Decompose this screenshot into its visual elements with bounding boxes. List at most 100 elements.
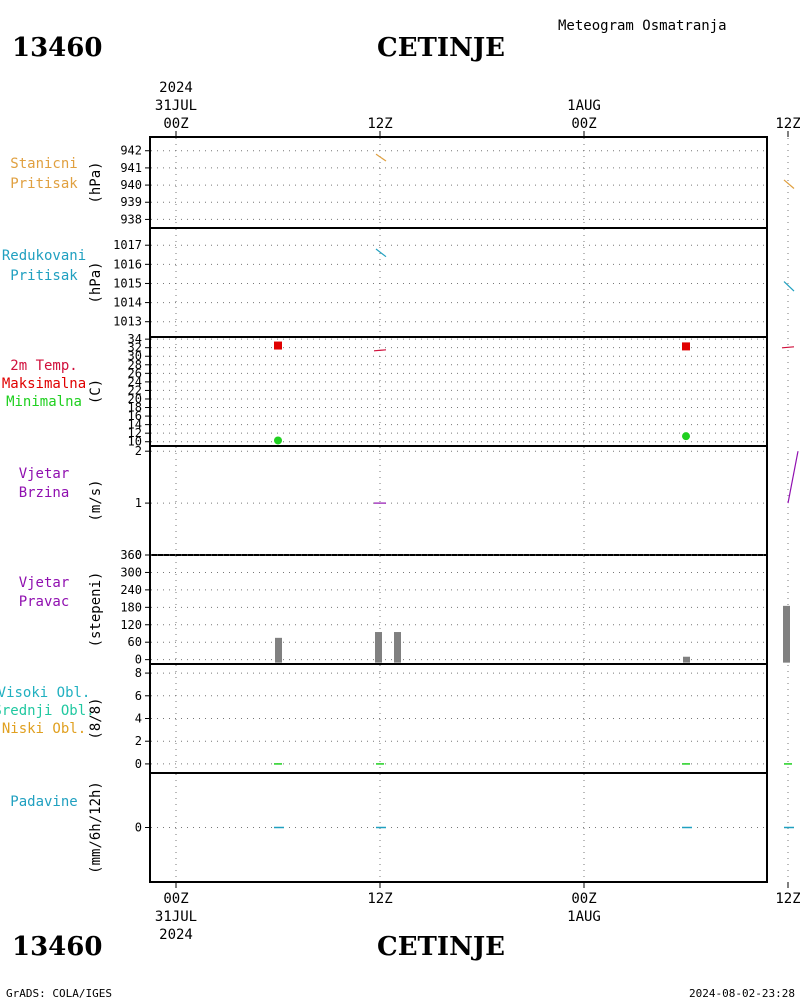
panel-label: Maksimalna (2, 376, 86, 392)
tmin-marker (274, 436, 282, 445)
y-tick-label: 1017 (113, 238, 142, 252)
wind-direction-bar (783, 605, 790, 663)
panel-label: Srednji Obl. (0, 703, 95, 719)
station-name-top: CETINJE (377, 33, 505, 63)
y-tick-label: 8 (135, 666, 142, 680)
panel-frame (149, 772, 768, 883)
x-day-label-top: 31JUL (155, 98, 197, 114)
time-axis-bottom: 00Z31JUL12Z00Z1AUG12Z00Z2AUG12Z (155, 882, 800, 925)
y-tick-label: 24 (128, 375, 142, 389)
y-axis-label: (mm/6h/12h) (88, 781, 104, 874)
x-tick-label-top: 12Z (775, 116, 800, 132)
y-axis-label: (hPa) (88, 161, 104, 203)
panel-frame (149, 663, 768, 774)
panel-reduced_pressure: 1013 1014 1015 1016 1017 (hPa)Redukovani Priti… (2, 227, 795, 338)
panel-frame (149, 136, 768, 229)
y-tick-label: 2 (135, 444, 142, 458)
y-tick-label: 938 (120, 212, 142, 226)
tmax-marker (682, 342, 690, 351)
y-tick-label: 1013 (113, 315, 142, 329)
panel-frame (149, 336, 768, 447)
y-tick-label: 1016 (113, 257, 142, 271)
panels: 938939940941942(hPa)StanicniPritisak1013… (0, 136, 799, 883)
y-tick-label: 360 (120, 548, 142, 562)
y-tick-label: 12 (128, 426, 142, 440)
time-axis-top: 00Z31JUL12Z00Z1AUG12Z00Z2AUG12Z (155, 98, 800, 137)
y-tick-label: 22 (128, 383, 142, 397)
wind-direction-bar (275, 637, 282, 663)
timestamp: 2024-08-02-23:28 (689, 987, 795, 1000)
panel-frame (149, 554, 768, 665)
x-tick-label-top: 12Z (367, 116, 392, 132)
y-tick-label: 20 (128, 392, 142, 406)
panel-label: Stanicni (10, 156, 77, 172)
panel-frame (149, 227, 768, 338)
x-tick-label-bottom: 12Z (367, 891, 392, 907)
y-tick-label: 941 (120, 161, 142, 175)
y-tick-label: 300 (120, 565, 142, 579)
panel-label: Padavine (10, 794, 77, 810)
y-tick-label: 0 (135, 548, 142, 562)
temp-obs-segment (373, 349, 387, 352)
panel-label: Pritisak (10, 268, 78, 284)
panel-label: Vjetar (19, 466, 70, 482)
y-axis-label: (hPa) (88, 261, 104, 303)
wind-direction-bar (683, 656, 690, 663)
panel-label: Pravac (19, 594, 70, 610)
bottom-year: 2024 (159, 927, 193, 943)
panel-precipitation: 0 (mm/6h/12h) Padavine (10, 772, 794, 883)
product-title: Meteogram Osmatranja (558, 18, 727, 34)
y-tick-label: 6 (135, 689, 142, 703)
y-tick-label: 32 (128, 341, 142, 355)
x-tick-label-bottom: 00Z (163, 891, 188, 907)
y-tick-label: 939 (120, 195, 142, 209)
y-axis-label: (stepeni) (88, 572, 104, 648)
temp-obs-segment (781, 346, 795, 349)
y-tick-label: 16 (128, 409, 142, 423)
panel-label: Vjetar (19, 575, 70, 591)
panel-label: Visoki Obl. (0, 685, 90, 701)
y-tick-label: 120 (120, 618, 142, 632)
pressure-segment (375, 153, 387, 162)
wind-direction-bar (375, 632, 382, 663)
y-tick-label: 1015 (113, 276, 142, 290)
y-tick-label: 180 (120, 600, 142, 614)
pressure-segment (783, 281, 795, 292)
wind-direction-bar (394, 632, 401, 663)
y-tick-label: 0 (135, 653, 142, 667)
y-axis-label: (C) (88, 379, 104, 404)
top-year: 2024 (159, 80, 193, 96)
panel-wind_direction: 0 60 120 180 240 300 360 (stepeni) Vjetar Pravac (19, 548, 790, 667)
panel-label: Niski Obl. (2, 721, 86, 737)
panel-wind_speed: 0 1 2 (m/s) Vjetar Brzina (19, 444, 799, 562)
y-tick-label: 1 (135, 496, 142, 510)
pressure-segment (783, 179, 795, 189)
y-tick-label: 34 (128, 332, 142, 346)
x-day-label-top: 1AUG (567, 98, 601, 114)
y-axis-label: (8/8) (88, 697, 104, 739)
x-tick-label-bottom: 12Z (775, 891, 800, 907)
y-tick-label: 30 (128, 349, 142, 363)
y-tick-label: 942 (120, 144, 142, 158)
x-tick-label-top: 00Z (571, 116, 596, 132)
y-tick-label: 1014 (113, 296, 142, 310)
x-tick-label-top: 00Z (163, 116, 188, 132)
y-tick-label: 14 (128, 418, 142, 432)
panel-label: Brzina (19, 485, 70, 501)
panel-station_pressure: 938 939 940 941 942 (hPa) Stanicni Pritisak (10, 136, 795, 229)
y-tick-label: 0 (135, 757, 142, 771)
credit: GrADS: COLA/IGES (6, 987, 112, 1000)
panel-frame (149, 445, 768, 556)
tmax-marker (274, 341, 282, 350)
y-tick-label: 4 (135, 712, 142, 726)
y-tick-label: 10 (128, 435, 142, 449)
panel-label: 2m Temp. (10, 358, 77, 374)
y-tick-label: 18 (128, 401, 142, 415)
y-tick-label: 28 (128, 358, 142, 372)
panel-label: Redukovani (2, 248, 86, 264)
y-tick-label: 240 (120, 583, 142, 597)
panel-clouds: 0 2 4 6 8 (8/8)Visoki Obl. Srednji Obl. Niski O… (0, 663, 792, 774)
x-day-label-bottom: 1AUG (567, 909, 601, 925)
